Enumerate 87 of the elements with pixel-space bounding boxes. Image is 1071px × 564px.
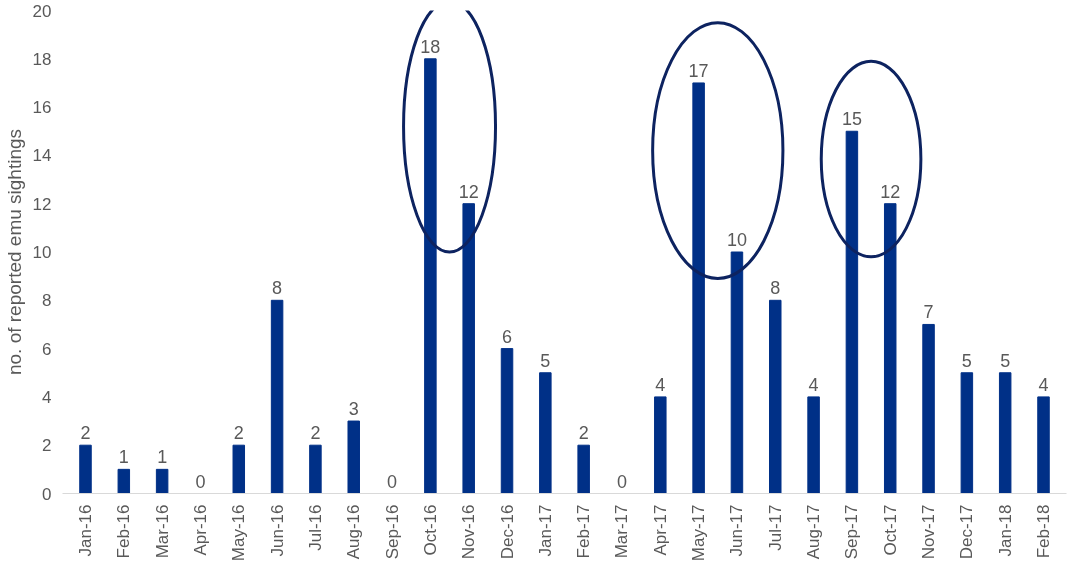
data-label: 2 — [578, 423, 589, 444]
x-tick-label: Apr-16 — [190, 504, 210, 556]
y-tick-label: 14 — [32, 146, 52, 166]
bar — [309, 444, 322, 494]
bar — [232, 444, 246, 494]
bar — [462, 203, 475, 494]
x-tick-label: Feb-17 — [574, 504, 594, 559]
bar — [347, 420, 360, 494]
x-tick-label: Jun-16 — [267, 504, 287, 557]
y-tick-label: 18 — [32, 49, 52, 69]
data-label: 5 — [1000, 350, 1011, 371]
data-label: 12 — [880, 181, 901, 202]
x-tick-label: Feb-18 — [1034, 504, 1054, 559]
data-label: 0 — [195, 471, 206, 492]
y-axis-title: no. of reported emu sightings — [3, 128, 25, 376]
data-label: 17 — [688, 60, 709, 81]
y-tick-label: 10 — [32, 243, 52, 262]
bar — [1037, 396, 1050, 494]
x-tick-label: Jan-16 — [75, 504, 95, 557]
data-label: 0 — [616, 471, 627, 492]
bar — [730, 251, 744, 494]
x-tick-label: Sep-17 — [842, 504, 862, 560]
data-label: 10 — [726, 230, 747, 250]
bar — [270, 299, 284, 494]
data-label: 3 — [348, 399, 359, 420]
x-tick-label: May-16 — [229, 504, 249, 562]
y-tick-label: 4 — [42, 387, 52, 407]
data-label: 4 — [1038, 374, 1049, 395]
bar — [539, 372, 552, 494]
y-tick-label: 20 — [32, 1, 52, 21]
x-tick-label: Feb-16 — [114, 504, 134, 559]
bar — [845, 130, 859, 494]
y-tick-label: 12 — [32, 194, 52, 214]
x-tick-label: Dec-16 — [497, 504, 517, 560]
bar — [922, 323, 935, 494]
x-tick-label: Aug-17 — [804, 504, 824, 560]
x-tick-label: Nov-17 — [919, 504, 939, 560]
x-tick-label: Jan-18 — [995, 504, 1015, 557]
data-label: 7 — [923, 302, 934, 323]
x-tick-label: Aug-16 — [344, 504, 364, 560]
bar — [960, 372, 974, 494]
x-tick-label: Sep-16 — [382, 504, 402, 560]
x-tick-label: Jan-17 — [535, 504, 555, 557]
bar — [117, 468, 131, 494]
y-tick-label: 8 — [42, 291, 52, 311]
data-label: 2 — [310, 423, 321, 444]
x-tick-label: May-17 — [689, 504, 709, 562]
data-label: 12 — [458, 181, 479, 202]
bar — [883, 203, 897, 494]
bar — [155, 468, 169, 494]
bar — [807, 396, 820, 494]
data-label: 4 — [655, 374, 666, 395]
data-label: 8 — [272, 278, 283, 299]
bar — [577, 444, 590, 494]
x-tick-label: Jun-17 — [727, 504, 747, 557]
x-tick-label: Oct-16 — [420, 504, 440, 556]
data-label: 5 — [540, 350, 551, 371]
y-tick-label: 16 — [32, 98, 52, 118]
x-tick-label: Nov-16 — [459, 504, 479, 560]
data-label: 4 — [808, 374, 819, 395]
x-tick-label: Jul-16 — [305, 504, 325, 551]
bar — [654, 396, 667, 494]
bar — [500, 348, 514, 494]
data-label: 2 — [233, 423, 244, 444]
data-label: 18 — [420, 36, 441, 57]
x-tick-label: Mar-17 — [612, 504, 632, 559]
y-tick-label: 6 — [42, 339, 52, 359]
data-label: 2 — [80, 423, 91, 444]
x-tick-label: Jul-17 — [765, 504, 785, 551]
data-label: 15 — [841, 109, 862, 130]
bar — [769, 299, 782, 494]
x-tick-label: Mar-16 — [152, 504, 172, 559]
bar — [692, 82, 705, 494]
data-label: 6 — [502, 326, 513, 347]
bar — [998, 372, 1012, 494]
data-label: 5 — [961, 350, 972, 371]
bar — [424, 58, 437, 494]
data-label: 1 — [118, 447, 129, 468]
data-label: 1 — [157, 447, 168, 468]
x-tick-label: Oct-17 — [880, 504, 900, 556]
x-tick-label: Dec-17 — [957, 504, 977, 560]
bar — [79, 444, 92, 494]
data-label: 8 — [770, 278, 781, 299]
y-tick-label: 0 — [42, 484, 52, 504]
x-tick-label: Apr-17 — [650, 504, 670, 556]
y-tick-label: 2 — [42, 436, 52, 456]
data-label: 0 — [387, 471, 398, 492]
